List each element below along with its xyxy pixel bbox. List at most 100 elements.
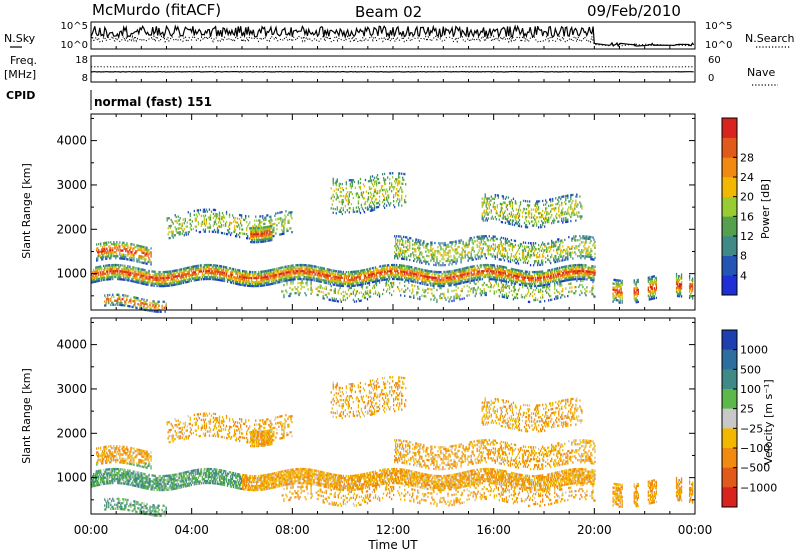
power-cell <box>149 259 151 262</box>
power-cell <box>262 278 264 281</box>
power-cell <box>97 277 99 281</box>
power-cell <box>361 207 364 210</box>
power-cell <box>124 264 126 267</box>
power-cell <box>342 280 344 284</box>
power-cell <box>154 272 156 275</box>
power-cell <box>297 285 299 289</box>
power-cell <box>172 277 174 281</box>
power-cell <box>107 266 109 269</box>
power-cell <box>449 249 451 252</box>
power-cell <box>248 272 250 276</box>
power-cell <box>129 271 131 274</box>
power-cell <box>214 264 217 267</box>
power-cell <box>337 270 339 273</box>
power-cell <box>138 267 140 270</box>
power-cell <box>409 269 411 273</box>
power-cell <box>448 245 450 248</box>
power-cell <box>394 235 396 238</box>
power-cell <box>103 244 105 247</box>
power-cell <box>289 211 291 214</box>
power-cell <box>173 273 175 277</box>
power-cell <box>487 269 489 273</box>
power-cell <box>387 202 390 205</box>
power-cell <box>239 273 242 276</box>
power-cell <box>140 270 142 273</box>
power-cell <box>368 291 371 294</box>
power-cell <box>152 278 154 281</box>
power-cell <box>373 176 376 180</box>
power-cell <box>120 264 122 267</box>
power-cell <box>256 235 258 238</box>
power-cell <box>383 182 386 186</box>
power-cell <box>353 300 356 303</box>
power-cell <box>268 225 270 228</box>
power-cell <box>486 201 488 204</box>
power-cell <box>394 255 396 258</box>
power-cell <box>462 240 464 244</box>
power-cell <box>322 291 324 294</box>
power-cell <box>367 279 370 283</box>
power-cell <box>297 267 299 271</box>
power-cell <box>368 203 371 207</box>
power-cell <box>386 278 389 281</box>
power-cell <box>206 210 209 213</box>
power-cell <box>496 264 498 268</box>
power-cell <box>264 218 266 221</box>
power-cell <box>282 220 284 224</box>
power-cell <box>405 268 407 272</box>
power-cell <box>140 255 142 258</box>
power-cell <box>140 272 142 275</box>
power-cell <box>260 225 262 228</box>
power-cell <box>377 279 380 282</box>
power-cell <box>181 222 183 225</box>
power-cell <box>149 303 151 306</box>
power-cell <box>421 261 423 264</box>
power-cell <box>116 269 118 273</box>
power-cell <box>401 274 403 277</box>
power-cell <box>119 276 121 279</box>
power-cell <box>292 278 294 281</box>
power-cell <box>409 273 411 276</box>
power-cell <box>214 212 217 216</box>
power-cell <box>228 213 231 216</box>
power-cell <box>212 230 215 233</box>
power-cell <box>179 268 181 271</box>
power-cell <box>225 266 228 269</box>
power-cell <box>217 270 220 274</box>
power-cell <box>239 214 242 217</box>
power-cell <box>263 236 265 239</box>
power-cell <box>106 268 108 271</box>
power-cell <box>238 277 241 280</box>
power-cell <box>505 282 508 285</box>
power-cell <box>216 272 219 275</box>
power-cell <box>248 278 250 281</box>
power-cell <box>291 278 293 281</box>
power-cell <box>319 270 321 273</box>
power-cell <box>404 200 406 204</box>
power-cell <box>254 280 256 284</box>
power-cell <box>106 257 108 260</box>
power-cell <box>331 297 333 300</box>
power-cell <box>497 196 499 199</box>
power-cell <box>488 235 490 238</box>
power-cell <box>110 270 112 273</box>
power-cell <box>208 222 211 225</box>
power-cell <box>404 290 406 294</box>
power-cell <box>360 299 363 302</box>
power-cell <box>368 289 371 292</box>
power-cell <box>272 231 274 234</box>
power-cell <box>300 283 302 287</box>
power-cell <box>163 282 165 286</box>
power-cell <box>165 276 167 280</box>
power-cell <box>261 276 263 279</box>
power-cell <box>261 282 263 285</box>
power-cell <box>343 276 345 280</box>
power-cell <box>374 268 377 271</box>
power-cell <box>386 200 389 203</box>
power-cell <box>357 194 360 197</box>
power-cell <box>299 273 301 277</box>
power-cell <box>319 274 321 277</box>
power-cell <box>101 279 103 282</box>
power-cell <box>490 253 492 256</box>
power-cell <box>327 278 329 281</box>
